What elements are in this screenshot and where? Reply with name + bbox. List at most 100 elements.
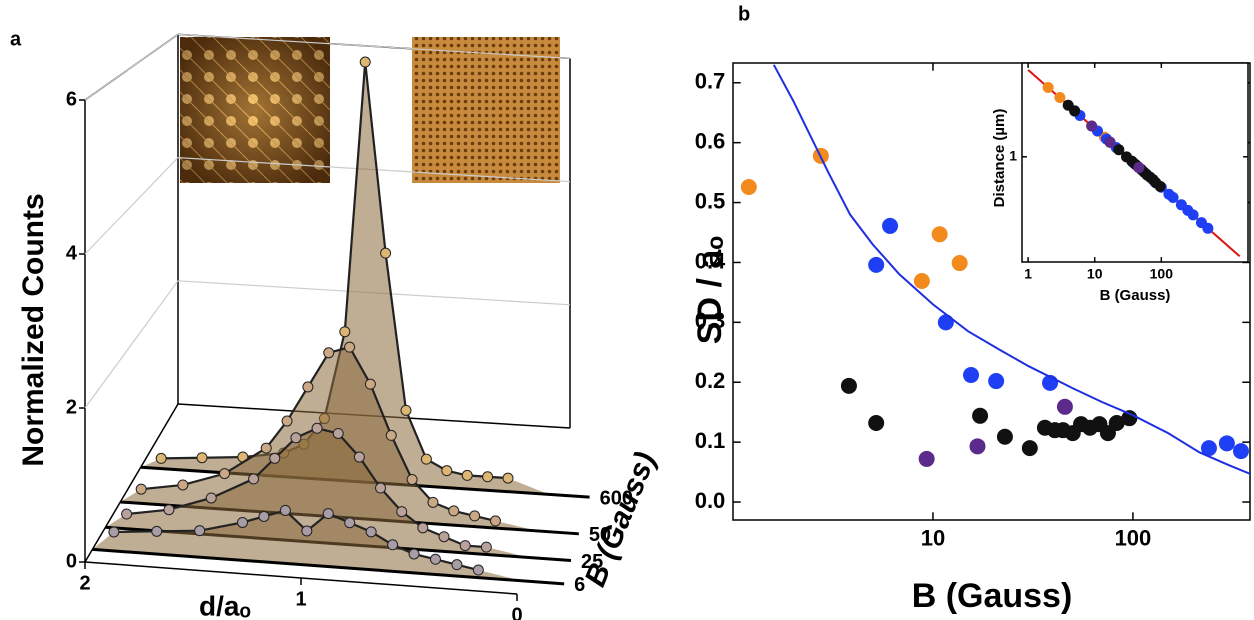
data-point (502, 472, 514, 484)
data-point (353, 451, 365, 463)
inset-y-title: Distance (µm) (991, 109, 1008, 208)
data-point (868, 414, 885, 431)
y-axis-title: SD / aₒ (691, 236, 729, 344)
data-point (1218, 435, 1235, 452)
data-point (155, 452, 167, 464)
data-point (1154, 180, 1166, 192)
data-point (269, 452, 281, 464)
y-tick-label: 0.1 (695, 428, 726, 453)
data-point (1167, 192, 1179, 204)
data-point (882, 217, 899, 234)
image-inset (180, 37, 330, 183)
data-point (1056, 398, 1073, 415)
x-tick-label: 100 (1150, 265, 1174, 281)
z-tick-label: 600 (600, 487, 633, 509)
data-point (1121, 410, 1138, 427)
y-tick-label: 0.2 (695, 368, 726, 393)
inset-x-title: B (Gauss) (1100, 287, 1171, 304)
y-tick-label: 0.3 (695, 308, 726, 333)
x-axis-title: B (Gauss) (912, 577, 1073, 615)
data-point (840, 377, 857, 394)
data-point (365, 526, 377, 538)
data-point (344, 517, 356, 529)
y-tick-label: 6 (66, 88, 77, 110)
y-tick-label: 4 (66, 242, 78, 264)
data-point (489, 515, 501, 527)
data-point (281, 415, 293, 427)
data-point (482, 471, 494, 483)
y-tick-label: 1 (1009, 148, 1017, 164)
data-point (163, 504, 175, 516)
y-tick-label: 2 (66, 396, 77, 418)
data-point (459, 540, 471, 552)
x-tick-label: 1 (295, 588, 306, 610)
grid-line (84, 157, 179, 255)
data-point (323, 347, 335, 359)
data-point (135, 483, 147, 495)
data-point (417, 522, 429, 534)
image-inset (412, 37, 560, 183)
z-tick-label: 6 (574, 574, 585, 596)
data-point (364, 378, 376, 390)
data-point (1086, 120, 1098, 132)
data-point (1108, 414, 1125, 431)
data-point (868, 256, 885, 273)
data-point (913, 273, 930, 290)
x-tick-label: 2 (79, 572, 90, 594)
panel-b: 10 100 0.0 0.1 0.2 0.3 0.4 0.5 0.6 0.7 1 10 100 1 B (G… (695, 62, 1251, 551)
surface-shading (105, 428, 529, 558)
data-point (375, 482, 387, 494)
z-tick-label: 25 (581, 551, 603, 573)
data-point (151, 525, 163, 537)
surface-shading (92, 510, 522, 581)
data-point (237, 516, 249, 528)
x-tick-label: 10 (921, 526, 945, 551)
data-point (248, 473, 260, 485)
data-point (951, 255, 968, 272)
data-point (937, 314, 954, 331)
data-point (441, 465, 453, 477)
y-tick-label: 0.5 (695, 188, 726, 213)
data-point (1200, 440, 1217, 457)
data-point (918, 450, 935, 467)
data-point (931, 226, 948, 243)
data-point (385, 429, 397, 441)
data-point (469, 510, 481, 522)
grid-line (84, 33, 179, 101)
data-point (301, 525, 313, 537)
data-point (438, 531, 450, 543)
data-point (448, 505, 460, 517)
data-point (1133, 162, 1145, 174)
data-point (400, 404, 412, 416)
y-tick-label: 0 (66, 550, 77, 572)
data-point (969, 438, 986, 455)
data-point (322, 508, 334, 520)
data-point (472, 564, 484, 576)
data-point (1202, 222, 1214, 234)
data-point (258, 510, 270, 522)
panel-label: b (738, 3, 750, 25)
x-tick-label: 100 (1115, 526, 1152, 551)
data-point (1104, 136, 1116, 148)
data-point (408, 548, 420, 560)
baseline (92, 547, 565, 586)
data-point (740, 178, 757, 195)
grid-line (177, 33, 571, 59)
data-point (359, 56, 371, 68)
data-point (1021, 440, 1038, 457)
data-point (429, 553, 441, 565)
y-tick-label: 0.7 (695, 69, 726, 94)
data-point (1054, 92, 1066, 104)
plot-area (1027, 69, 1241, 258)
data-point (121, 508, 133, 520)
data-point (461, 469, 473, 481)
data-point (260, 442, 272, 454)
data-point (344, 341, 356, 353)
data-point (988, 373, 1005, 390)
data-point (205, 492, 217, 504)
data-point (996, 428, 1013, 445)
data-point (451, 559, 463, 571)
